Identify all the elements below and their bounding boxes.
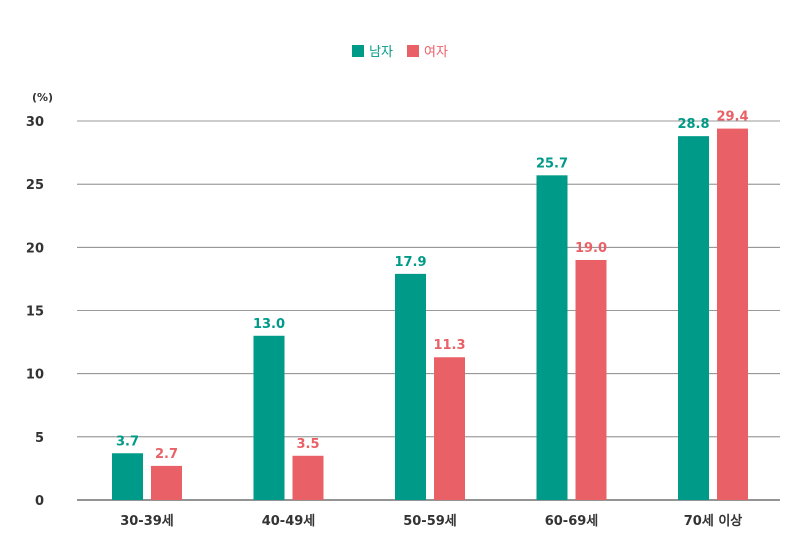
y-axis-unit: (%) bbox=[32, 91, 53, 104]
bar-female bbox=[151, 465, 182, 500]
x-tick-label: 60-69세 bbox=[545, 514, 599, 529]
bar-female bbox=[575, 259, 607, 500]
bar-male bbox=[253, 335, 285, 500]
bar-female bbox=[292, 455, 324, 500]
bar-female bbox=[434, 357, 465, 500]
y-tick-label: 0 bbox=[35, 494, 44, 509]
y-tick-label: 25 bbox=[26, 178, 44, 193]
data-label: 11.3 bbox=[433, 338, 465, 353]
data-label: 2.7 bbox=[155, 447, 178, 462]
bar-male bbox=[536, 175, 568, 500]
legend: 남자 여자 bbox=[0, 41, 800, 60]
x-tick-label: 40-49세 bbox=[262, 514, 316, 529]
y-tick-label: 15 bbox=[26, 305, 44, 320]
data-label: 3.7 bbox=[116, 434, 139, 449]
y-tick-label: 20 bbox=[26, 241, 44, 256]
data-label: 13.0 bbox=[253, 317, 285, 332]
x-tick-label: 70세 이상 bbox=[684, 513, 743, 529]
data-label: 29.4 bbox=[716, 110, 748, 125]
legend-swatch-female bbox=[407, 44, 419, 57]
y-tick-label: 30 bbox=[26, 115, 44, 130]
x-tick-label: 30-39세 bbox=[120, 514, 174, 529]
legend-label-female: 여자 bbox=[424, 45, 448, 60]
bar-male bbox=[678, 136, 709, 500]
grid: 0 5 10 15 20 25 30 bbox=[26, 115, 780, 509]
data-label: 17.9 bbox=[394, 255, 426, 270]
data-label: 19.0 bbox=[575, 241, 607, 256]
bar-female bbox=[717, 128, 748, 500]
data-label: 28.8 bbox=[677, 117, 709, 132]
legend-swatch-male bbox=[352, 44, 365, 57]
legend-item-male: 남자 bbox=[352, 41, 393, 60]
x-tick-label: 50-59세 bbox=[403, 514, 457, 529]
bar-male bbox=[395, 273, 426, 500]
bar-male bbox=[112, 453, 143, 500]
bars: 3.7 2.7 30-39세 13.0 3.5 40-49세 17.9 11.3 50-59세 2… bbox=[112, 110, 749, 529]
data-label: 3.5 bbox=[296, 437, 319, 452]
legend-label-male: 남자 bbox=[369, 45, 393, 60]
legend-item-female: 여자 bbox=[407, 41, 448, 60]
y-tick-label: 5 bbox=[35, 431, 44, 446]
y-tick-label: 10 bbox=[26, 368, 44, 383]
data-label: 25.7 bbox=[536, 156, 568, 171]
